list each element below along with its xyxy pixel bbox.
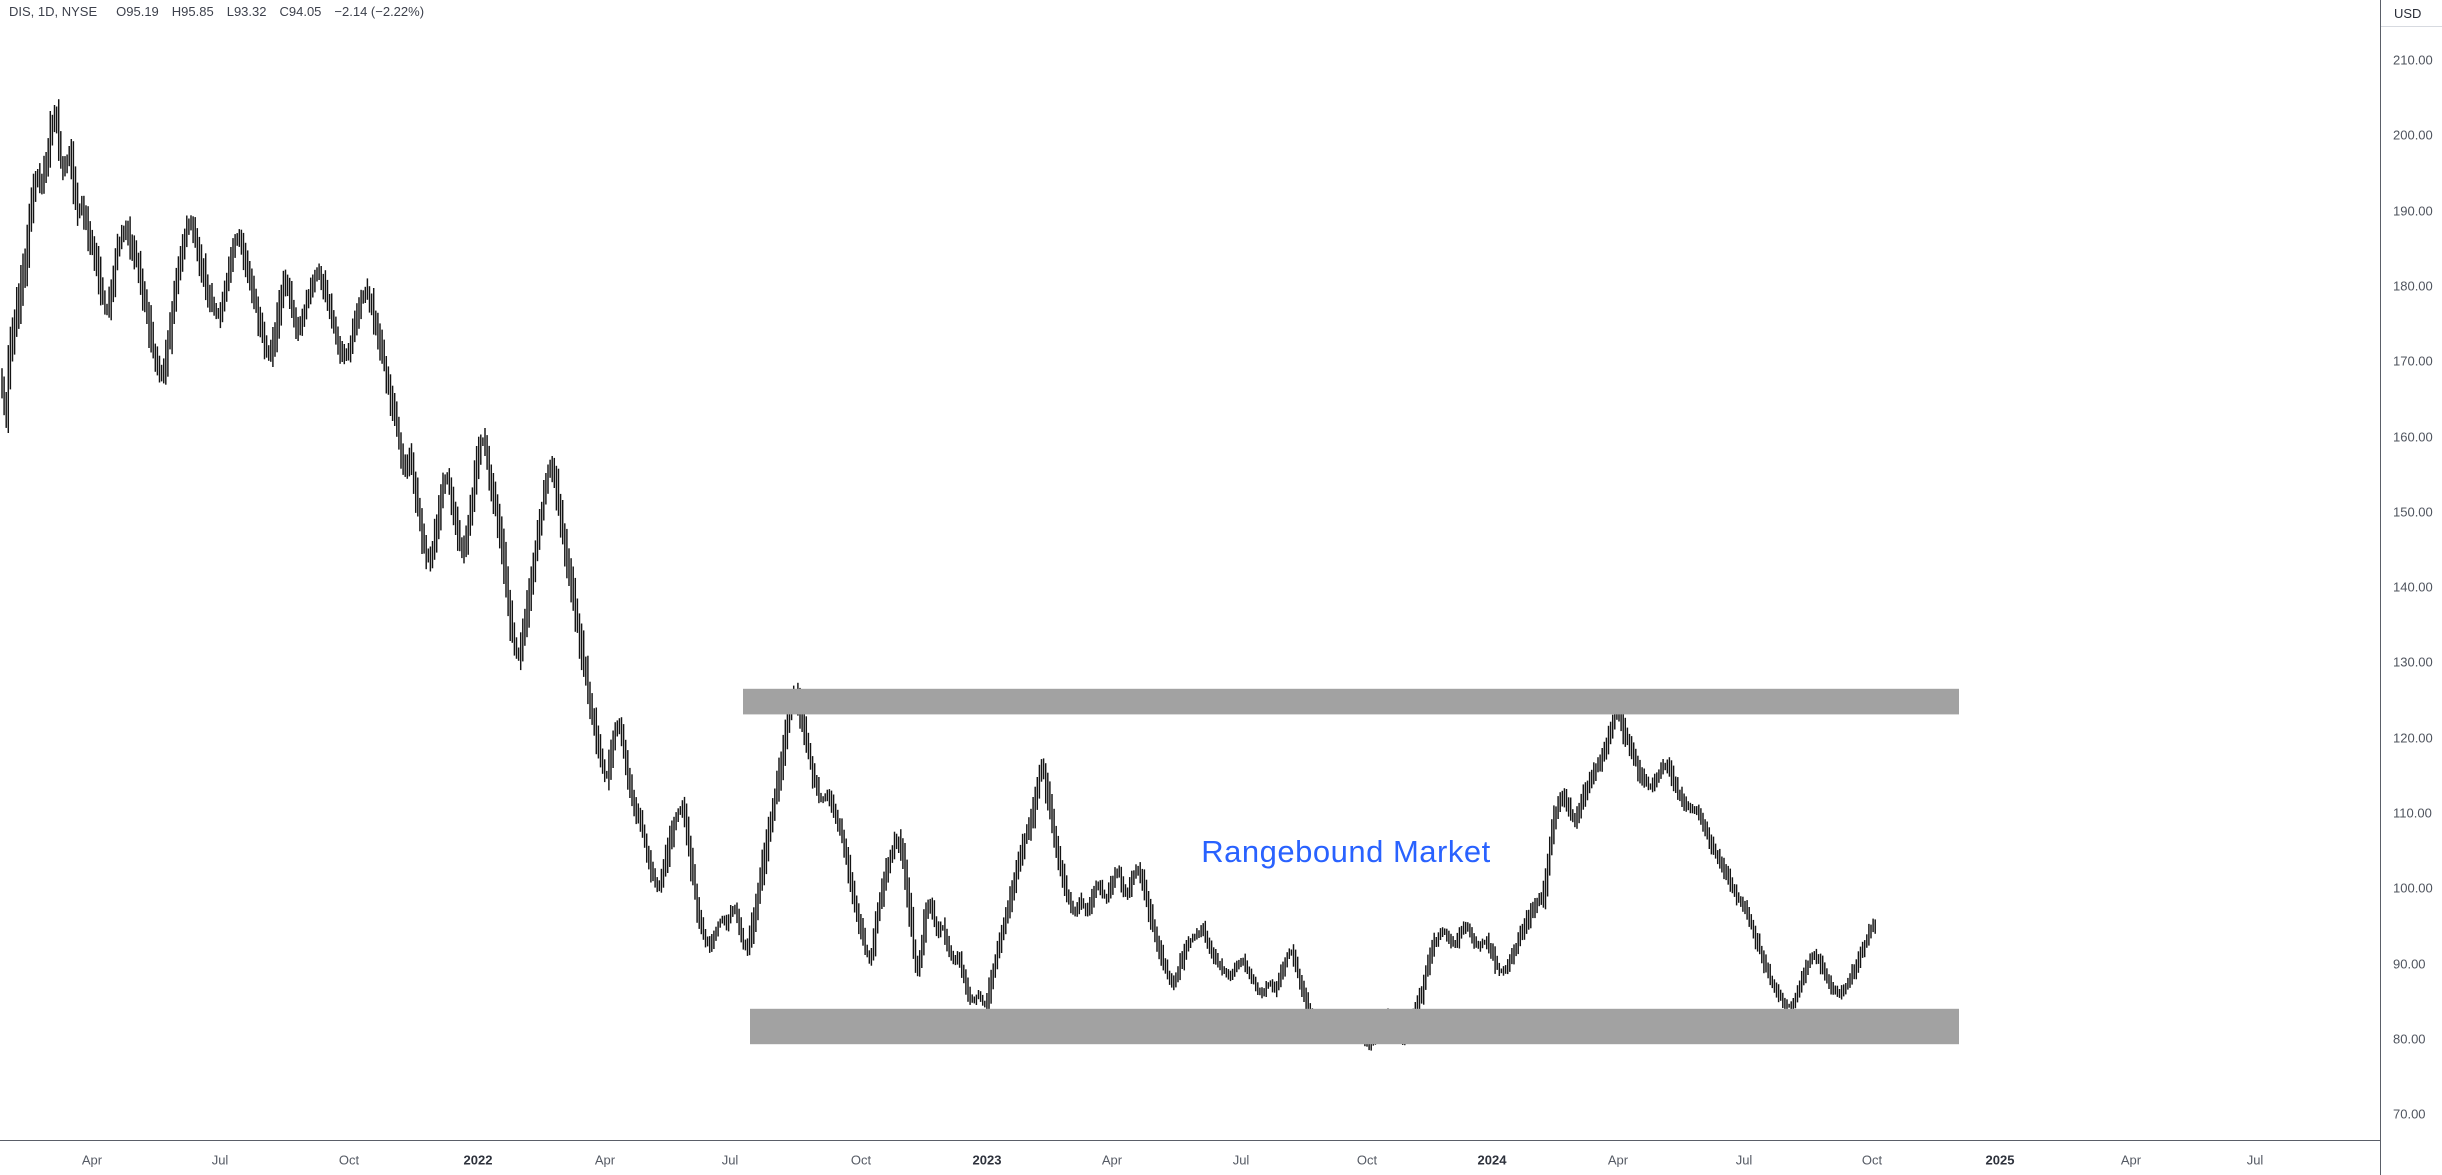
price-axis-label: 130.00 (2393, 654, 2433, 670)
time-axis-year-label: 2023 (972, 1152, 1002, 1168)
resistance-zone[interactable] (743, 688, 1959, 715)
support-zone[interactable] (750, 1008, 1959, 1045)
time-axis-month-label: Apr (1101, 1152, 1123, 1168)
time-axis[interactable]: Apr Jul Oct 2022 Apr Jul Oct 2023 Apr Jul Oct 2024 A… (0, 1140, 2380, 1175)
price-axis-label: 170.00 (2393, 353, 2433, 369)
time-axis-year-label: 2024 (1477, 1152, 1507, 1168)
legend-symbol[interactable]: DIS, 1D, NYSE (9, 4, 98, 19)
time-axis-month-label: Oct (338, 1152, 360, 1168)
legend-high-value: H95.85 (171, 4, 214, 19)
time-axis-month-label: Oct (850, 1152, 872, 1168)
time-axis-month-label: Apr (1607, 1152, 1629, 1168)
price-axis-label: 100.00 (2393, 880, 2433, 896)
time-axis-month-label: Jul (1735, 1152, 1753, 1168)
legend-open-value: O95.19 (116, 4, 159, 19)
price-axis-label: 110.00 (2393, 805, 2432, 821)
time-axis-month-label: Apr (594, 1152, 616, 1168)
price-axis-label: 80.00 (2393, 1031, 2426, 1047)
legend-change-value: −2.14 (−2.22%) (334, 4, 425, 19)
time-axis-year-label: 2022 (463, 1152, 493, 1168)
time-axis-month-label: Jul (2246, 1152, 2264, 1168)
time-axis-month-label: Oct (1861, 1152, 1883, 1168)
price-axis-label: 210.00 (2393, 52, 2433, 68)
rangebound-market-label[interactable]: Rangebound Market (1201, 834, 1491, 869)
symbol-legend: DIS, 1D, NYSE O95.19 H95.85 L93.32 C94.0… (9, 4, 424, 19)
time-axis-month-label: Apr (81, 1152, 103, 1168)
price-axis-label: 160.00 (2393, 429, 2433, 444)
currency-toggle-button[interactable]: USD (2381, 0, 2442, 27)
price-axis-label: 70.00 (2393, 1106, 2426, 1122)
time-axis-month-label: Oct (1356, 1152, 1378, 1168)
time-axis-month-label: Jul (211, 1152, 229, 1168)
legend-low-value: L93.32 (226, 4, 267, 19)
price-axis[interactable]: USD 210.00 200.00 190.00 180.00 170.00 160.00… (2380, 0, 2442, 1175)
price-axis-label: 190.00 (2393, 203, 2433, 219)
price-bars-series (1, 99, 1876, 1051)
price-axis-label: 150.00 (2393, 504, 2433, 520)
price-axis-label: 90.00 (2393, 956, 2426, 972)
time-axis-month-label: Jul (721, 1152, 739, 1168)
legend-close-value: C94.05 (279, 4, 322, 19)
price-axis-label: 120.00 (2393, 730, 2433, 746)
time-axis-month-label: Apr (2120, 1152, 2142, 1168)
price-axis-label: 140.00 (2393, 579, 2433, 595)
price-chart-canvas[interactable] (0, 0, 2380, 1140)
time-axis-year-label: 2025 (1985, 1152, 2015, 1168)
price-axis-label: 200.00 (2393, 127, 2433, 143)
time-axis-month-label: Jul (1232, 1152, 1250, 1168)
price-axis-label: 180.00 (2393, 278, 2433, 294)
